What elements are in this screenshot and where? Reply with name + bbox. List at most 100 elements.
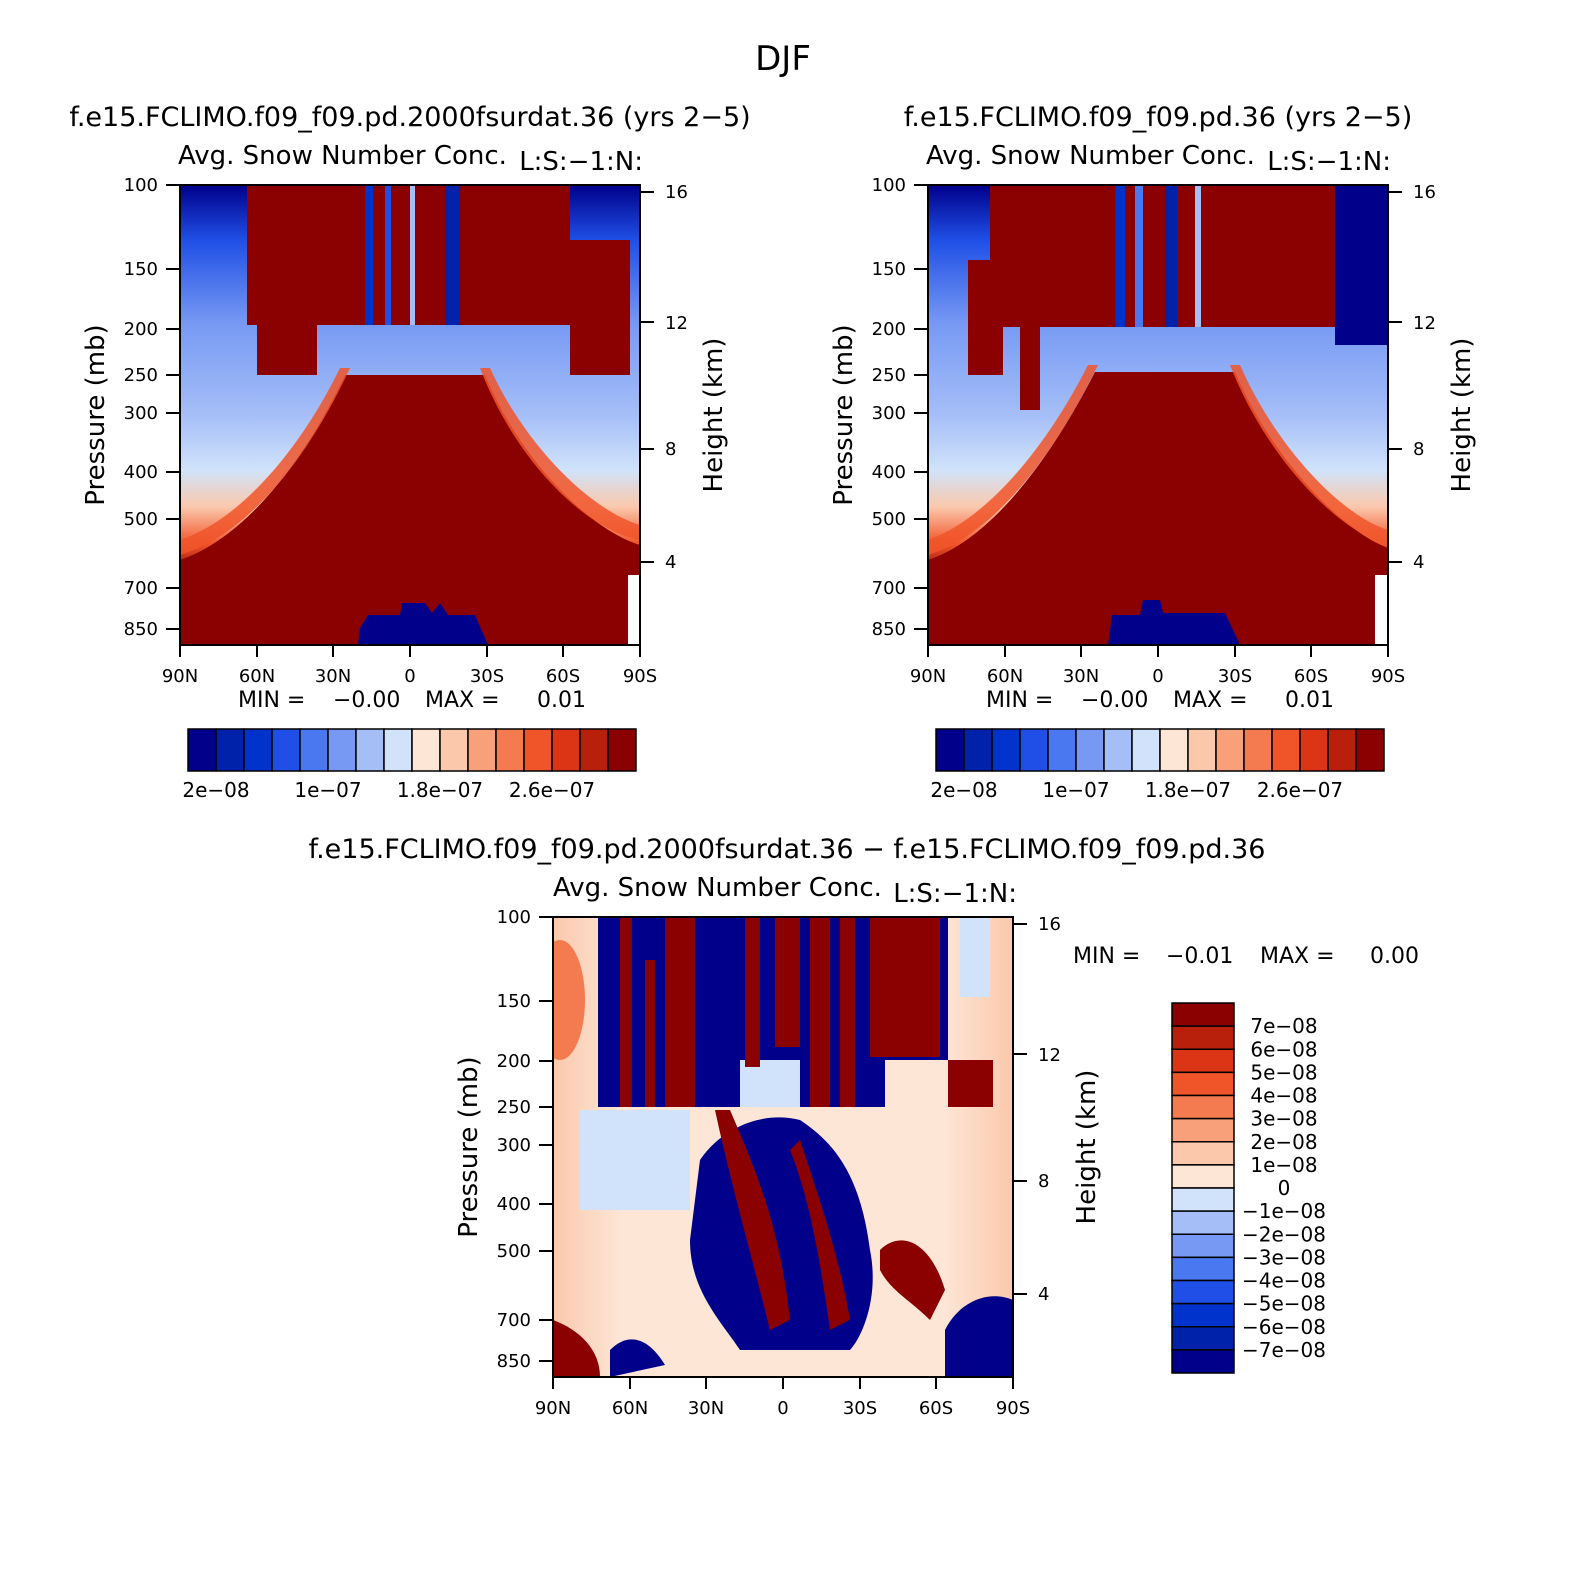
colorbar-box xyxy=(1159,728,1189,772)
y-tick-label: 850 xyxy=(124,619,158,640)
max-value: 0.01 xyxy=(537,688,586,713)
x-tick-label: 30S xyxy=(1218,666,1252,687)
y-tick-label: 400 xyxy=(872,462,906,483)
colorbar-label: 2e−08 xyxy=(1250,1130,1317,1154)
colorbar-label: 2e−08 xyxy=(182,778,249,802)
y-axis-left: 100 150 200 250 300 400 500 700 850 xyxy=(124,175,180,640)
right-string: L:S:−1:N: xyxy=(519,147,643,177)
panel-title: f.e15.FCLIMO.f09_f09.pd.2000fsurdat.36 −… xyxy=(309,834,1266,865)
y-right-tick-label: 8 xyxy=(1038,1171,1049,1192)
y-right-tick-label: 16 xyxy=(665,182,688,203)
x-tick-label: 60N xyxy=(612,1398,648,1419)
colorbar-box xyxy=(1171,1117,1235,1143)
colorbar-box xyxy=(1171,1164,1235,1189)
contour-field xyxy=(180,185,640,645)
y-right-tick-label: 16 xyxy=(1038,914,1061,935)
colorbar-box xyxy=(439,728,469,772)
colorbar-label: 6e−08 xyxy=(1250,1037,1317,1061)
colorbar-box xyxy=(495,728,525,772)
panel-title: f.e15.FCLIMO.f09_f09.pd.2000fsurdat.36 (… xyxy=(69,102,750,133)
colorbar-box xyxy=(383,728,413,772)
colorbar-box xyxy=(1171,1349,1235,1374)
colorbar-box xyxy=(1171,1025,1235,1050)
y-tick-label: 100 xyxy=(124,175,158,196)
y-tick-label: 850 xyxy=(497,1351,531,1372)
y-tick-label: 700 xyxy=(124,578,158,599)
colorbar-label: −4e−08 xyxy=(1242,1269,1326,1293)
colorbar-label: −2e−08 xyxy=(1242,1222,1326,1246)
colorbar-label: 1.8e−07 xyxy=(1145,778,1231,802)
x-tick-label: 60S xyxy=(919,1398,953,1419)
y-tick-label: 150 xyxy=(872,259,906,280)
y-tick-label: 100 xyxy=(872,175,906,196)
colorbar-box xyxy=(1355,728,1385,772)
colorbar-box xyxy=(1171,1256,1235,1282)
colorbar-label: 0 xyxy=(1278,1176,1291,1200)
colorbar-label: 2.6e−07 xyxy=(1257,778,1343,802)
panel-title: f.e15.FCLIMO.f09_f09.pd.36 (yrs 2−5) xyxy=(904,102,1412,133)
y-right-tick-label: 12 xyxy=(1038,1045,1061,1066)
colorbar-label: 3e−08 xyxy=(1250,1107,1317,1131)
y-tick-label: 300 xyxy=(872,403,906,424)
y-tick-label: 200 xyxy=(497,1051,531,1072)
y-axis-right-title: Height (km) xyxy=(1447,338,1477,493)
colorbar-box xyxy=(327,728,357,772)
x-tick-label: 90N xyxy=(162,666,198,687)
x-axis: 90N 60N 30N 0 30S 60S 90S xyxy=(910,645,1405,687)
y-axis-right-title: Height (km) xyxy=(699,338,729,493)
colorbar-label: 7e−08 xyxy=(1250,1014,1317,1038)
colorbar-box xyxy=(187,728,217,772)
colorbar-box xyxy=(1075,728,1105,772)
y-tick-label: 400 xyxy=(124,462,158,483)
y-axis-title: Pressure (mb) xyxy=(454,1056,484,1237)
colorbar-box xyxy=(243,728,273,772)
colorbar-box xyxy=(963,728,993,772)
colorbar-label: −3e−08 xyxy=(1242,1245,1326,1269)
colorbar-box xyxy=(1187,728,1217,772)
colorbar-label: 1e−07 xyxy=(294,778,361,802)
x-tick-label: 0 xyxy=(777,1398,788,1419)
colorbar-box xyxy=(991,728,1021,772)
colorbar-label: −6e−08 xyxy=(1242,1315,1326,1339)
colorbar-box xyxy=(1215,728,1245,772)
colorbar-label: 5e−08 xyxy=(1250,1060,1317,1084)
colorbar-box xyxy=(607,728,637,772)
colorbar-box xyxy=(1171,1094,1235,1120)
y-right-tick-label: 8 xyxy=(665,439,676,460)
x-tick-label: 30S xyxy=(843,1398,877,1419)
y-axis-right-title: Height (km) xyxy=(1072,1070,1102,1225)
y-tick-label: 300 xyxy=(497,1135,531,1156)
x-tick-label: 30N xyxy=(688,1398,724,1419)
y-tick-label: 250 xyxy=(872,365,906,386)
colorbar-box xyxy=(1171,1279,1235,1305)
y-axis-right: 16 12 8 4 xyxy=(1013,914,1061,1305)
y-tick-label: 700 xyxy=(497,1310,531,1331)
x-axis: 90N 60N 30N 0 30S 60S 90S xyxy=(162,645,657,687)
max-value: 0.01 xyxy=(1285,688,1334,713)
y-tick-label: 200 xyxy=(124,319,158,340)
min-label: MIN = xyxy=(1073,944,1140,969)
max-label: MAX = xyxy=(1173,688,1248,713)
min-value: −0.00 xyxy=(333,688,400,713)
panel-difference: f.e15.FCLIMO.f09_f09.pd.2000fsurdat.36 −… xyxy=(309,834,1419,1419)
x-tick-label: 60N xyxy=(987,666,1023,687)
x-tick-label: 60S xyxy=(546,666,580,687)
right-string: L:S:−1:N: xyxy=(893,879,1017,909)
colorbar xyxy=(935,728,1385,772)
colorbar-box xyxy=(551,728,581,772)
y-axis-left: 100 150 200 250 300 400 500 700 850 xyxy=(497,907,553,1372)
colorbar-box xyxy=(1327,728,1357,772)
x-tick-label: 90S xyxy=(1371,666,1405,687)
colorbar-label: 2.6e−07 xyxy=(509,778,595,802)
figure-title: DJF xyxy=(755,39,811,79)
panel-case1: f.e15.FCLIMO.f09_f09.pd.2000fsurdat.36 (… xyxy=(69,102,750,802)
colorbar-box xyxy=(1171,1048,1235,1074)
x-axis: 90N 60N 30N 0 30S 60S 90S xyxy=(535,1377,1030,1419)
y-right-tick-label: 16 xyxy=(1413,182,1436,203)
colorbar-box xyxy=(355,728,385,772)
y-tick-label: 500 xyxy=(872,509,906,530)
y-tick-label: 100 xyxy=(497,907,531,928)
y-tick-label: 400 xyxy=(497,1194,531,1215)
colorbar xyxy=(1171,1002,1235,1374)
contour-field xyxy=(928,185,1388,645)
